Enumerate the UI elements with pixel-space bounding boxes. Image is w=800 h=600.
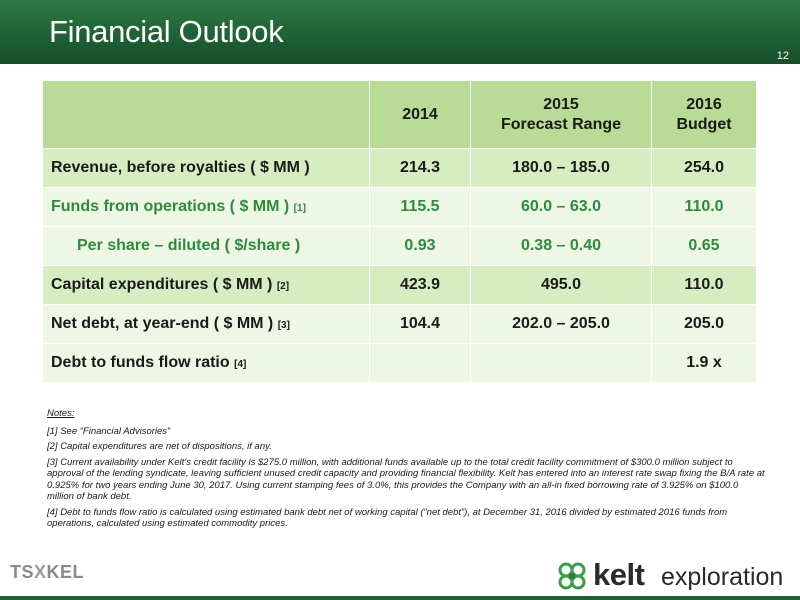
page-number: 12 — [776, 50, 789, 62]
notes-title: Notes: — [47, 408, 75, 419]
cell-2015: 0.38 – 0.40 — [470, 226, 652, 266]
row-label: Net debt, at year-end ( $ MM ) [3] — [42, 304, 370, 344]
brand-subtitle: exploration — [661, 563, 784, 591]
row-label: Debt to funds flow ratio [4] — [42, 343, 370, 383]
cell-2014: 104.4 — [369, 304, 471, 344]
note-item: [4] Debt to funds flow ratio is calculat… — [47, 506, 728, 530]
row-label-text: Per share – diluted ( $/share ) — [77, 237, 301, 254]
note-item: [2] Capital expenditures are net of disp… — [47, 441, 272, 452]
cell-2016: 110.0 — [651, 265, 757, 305]
cell-2015: 180.0 – 185.0 — [470, 148, 652, 188]
column-header-2014: 2014 — [369, 80, 471, 149]
column-header-2016: 2016 Budget — [651, 80, 757, 149]
ticker-x: X — [34, 562, 47, 582]
column-header-2015: 2015 Forecast Range — [470, 80, 652, 149]
outlook-table: 2014 2015 Forecast Range 2016 Budget Rev… — [42, 80, 757, 383]
cell-2016: 0.65 — [651, 226, 757, 266]
row-label-text: Debt to funds flow ratio — [51, 354, 230, 371]
cell-2016: 254.0 — [651, 148, 757, 188]
header-corner-cell — [42, 80, 370, 149]
cell-2016: 1.9 x — [651, 343, 757, 383]
column-header-line2: Forecast Range — [500, 115, 622, 133]
row-label-text: Funds from operations ( $ MM ) — [51, 198, 290, 215]
cell-2014 — [369, 343, 471, 383]
brand-name: kelt — [593, 557, 645, 592]
company-logo: kelt exploration — [557, 557, 793, 597]
page-title: Financial Outlook — [49, 14, 284, 49]
table-header-row: 2014 2015 Forecast Range 2016 Budget — [42, 80, 757, 149]
note-item: [1] See “Financial Advisories” — [47, 425, 171, 437]
cell-2016: 205.0 — [651, 304, 757, 344]
column-header-line1: 2014 — [402, 105, 438, 123]
row-footnote: [4] — [234, 359, 247, 370]
cell-2014: 115.5 — [369, 187, 471, 227]
cell-2015: 495.0 — [470, 265, 652, 305]
cell-2014: 0.93 — [369, 226, 471, 266]
table-row-capital-expenditures: Capital expenditures ( $ MM ) [2] 423.9 … — [42, 265, 757, 305]
cell-2015: 202.0 – 205.0 — [470, 304, 652, 344]
table-row-per-share: Per share – diluted ( $/share ) 0.93 0.3… — [42, 226, 757, 266]
row-footnote: [2] — [276, 281, 290, 292]
cell-2016: 110.0 — [651, 187, 757, 227]
row-label-text: Net debt, at year-end ( $ MM ) — [51, 315, 274, 332]
exchange-ticker: TSXKEL — [10, 562, 84, 583]
row-label-text: Revenue, before royalties ( $ MM ) — [51, 159, 310, 176]
cell-2015 — [470, 343, 652, 383]
ticker-symbol: KEL — [46, 562, 85, 582]
header-bar: Financial Outlook 12 — [0, 0, 800, 64]
footer-rule — [0, 596, 800, 600]
table-row-debt-to-funds-ratio: Debt to funds flow ratio [4] 1.9 x — [42, 343, 757, 383]
cell-2014: 214.3 — [369, 148, 471, 188]
cell-2014: 423.9 — [369, 265, 471, 305]
row-label: Per share – diluted ( $/share ) — [42, 226, 370, 266]
row-label: Capital expenditures ( $ MM ) [2] — [42, 265, 370, 305]
table-row-revenue: Revenue, before royalties ( $ MM ) 214.3… — [42, 148, 757, 188]
knot-icon — [558, 562, 586, 590]
table-row-funds-from-operations: Funds from operations ( $ MM ) [1] 115.5… — [42, 187, 757, 227]
cell-2015: 60.0 – 63.0 — [470, 187, 652, 227]
row-footnote: [3] — [277, 320, 290, 331]
column-header-line2: Budget — [676, 115, 732, 133]
notes-section: Notes: [1] See “Financial Advisories” [2… — [47, 408, 767, 534]
note-item: [3] Current availability under Kelt’s cr… — [47, 456, 765, 503]
row-label-text: Capital expenditures ( $ MM ) — [51, 276, 273, 293]
outlook-table-wrapper: 2014 2015 Forecast Range 2016 Budget Rev… — [42, 80, 757, 383]
ticker-prefix: TS — [10, 562, 35, 582]
column-header-line1: 2016 — [686, 95, 722, 113]
row-label: Revenue, before royalties ( $ MM ) — [42, 148, 370, 188]
table-row-net-debt: Net debt, at year-end ( $ MM ) [3] 104.4… — [42, 304, 757, 344]
row-label: Funds from operations ( $ MM ) [1] — [42, 187, 370, 227]
row-footnote: [1] — [293, 203, 306, 214]
column-header-line1: 2015 — [543, 95, 579, 113]
